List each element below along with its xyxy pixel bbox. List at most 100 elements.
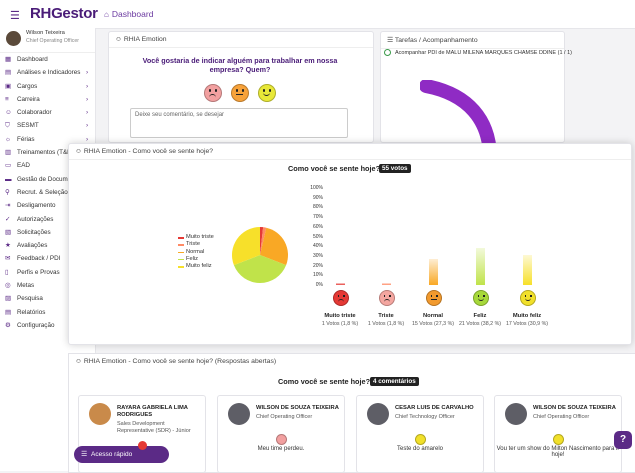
happy-face-icon [473, 290, 489, 306]
sidebar-item-label: Cargos [17, 82, 38, 90]
legend-triste[interactable]: Triste [178, 241, 214, 248]
sidebar-item-14[interactable]: ★ Avaliações [0, 239, 95, 252]
pie-slice-normal[interactable] [260, 227, 288, 266]
sidebar-item-label: Solicitações [17, 228, 51, 236]
sidebar-item-18[interactable]: ▨ Pesquisa [0, 292, 95, 305]
quick-access-button[interactable]: ☰ Acesso rápido [74, 446, 169, 463]
y-tick-label: 70% [312, 214, 323, 221]
task-item[interactable]: Acompanhar PDI de MALU MILENA MARQUES CH… [384, 49, 572, 56]
bar-feliz[interactable] [475, 247, 485, 285]
exit-icon: ⇥ [5, 202, 11, 210]
chevron-right-icon: › [86, 69, 89, 77]
legend-feliz[interactable]: Feliz [178, 256, 214, 263]
star-icon: ★ [5, 242, 11, 250]
happy-face-icon [415, 434, 426, 445]
emotion-results-card: ☺ RHIA Emotion - Como você se sente hoje… [68, 143, 632, 345]
bar-votes: 17 Votos (30,9 %) [505, 321, 549, 327]
legend-muito-feliz[interactable]: Muito feliz [178, 263, 214, 270]
report-icon: ▤ [5, 308, 12, 316]
sidebar-item-6[interactable]: ☼ Férias › [0, 133, 95, 146]
comment-card: WILSON DE SOUZA TEIXEIRA Chief Operating … [494, 395, 622, 473]
sidebar-item-label: Gestão de Documentos [17, 175, 84, 183]
breadcrumb-dashboard[interactable]: Dashboard [111, 9, 154, 19]
sidebar-item-label: Relatórios [17, 308, 46, 316]
y-tick-label: 80% [312, 204, 323, 211]
bar-label: Muito triste [324, 313, 356, 319]
pie-slice-feliz[interactable] [233, 255, 287, 283]
breadcrumb[interactable]: ⌂ Dashboard [104, 9, 153, 19]
happy-face-icon[interactable] [258, 84, 276, 102]
menu-icon[interactable]: ☰ [10, 10, 20, 22]
sidebar-item-16[interactable]: ▯ Perfis e Provas [0, 266, 95, 279]
chevron-right-icon: › [86, 135, 89, 143]
legend-muito-triste[interactable]: Muito triste [178, 234, 214, 241]
emotion-icon: ☺ [75, 358, 84, 365]
sidebar-item-label: Configuração [17, 321, 55, 329]
help-button[interactable]: ? [614, 431, 632, 449]
bar-triste[interactable] [381, 283, 391, 285]
pie-slice-muito-triste[interactable] [260, 227, 264, 255]
sidebar-item-1[interactable]: ▤ Análises e Indicadores › [0, 66, 95, 79]
commenter-role: Chief Operating Officer [533, 414, 590, 420]
profile-role: Chief Operating Officer [26, 38, 79, 44]
votes-badge: 55 votos [379, 164, 411, 173]
ladder-icon: ≡ [5, 95, 9, 103]
chevron-right-icon: › [86, 95, 89, 103]
task-status-icon [384, 49, 391, 56]
menu-icon: ☰ [81, 451, 88, 458]
tasks-card: ☰ Tarefas / Acompanhamento [380, 31, 565, 143]
sidebar-item-12[interactable]: ✓ Autorizações [0, 213, 95, 226]
sad-face-icon [379, 290, 395, 306]
sidebar-item-5[interactable]: ⛉ SESMT › [0, 119, 95, 132]
comment-text: Teste do amarelo [396, 446, 444, 452]
sidebar-item-17[interactable]: ◎ Metas [0, 279, 95, 292]
home-icon: ⌂ [104, 10, 109, 19]
sidebar-item-9[interactable]: ▬ Gestão de Documentos [0, 173, 95, 186]
sidebar-item-0[interactable]: ▦ Dashboard [0, 53, 95, 66]
comment-textarea[interactable]: Deixe seu comentário, se desejar [130, 108, 348, 138]
comment-card: CESAR LUIS DE CARVALHO Chief Technology O… [356, 395, 484, 473]
chart-icon: ▤ [5, 69, 12, 77]
tasks-title: ☰ Tarefas / Acompanhamento [381, 32, 564, 49]
comment-text: Meu time perdeu. [257, 446, 305, 452]
book-icon: ▥ [5, 149, 12, 157]
search-user-icon: ⚲ [5, 188, 10, 196]
user-icon: ☺ [5, 109, 12, 117]
legend-normal[interactable]: Normal [178, 249, 214, 256]
neutral-face-icon[interactable] [231, 84, 249, 102]
sidebar-item-11[interactable]: ⇥ Desligamento [0, 199, 95, 212]
y-tick-label: 100% [310, 185, 323, 191]
chart-legend: Muito triste Triste Normal Feliz Muito f… [178, 234, 214, 270]
bar-muito-triste[interactable] [335, 283, 345, 285]
chevron-right-icon: › [86, 109, 89, 117]
bar-muito-feliz[interactable] [522, 255, 532, 285]
sad-face-icon[interactable] [204, 84, 222, 102]
sidebar-item-label: Pesquisa [17, 295, 43, 303]
sun-icon: ☼ [5, 135, 11, 143]
sidebar-item-3[interactable]: ≡ Carreira › [0, 93, 95, 106]
sidebar-item-8[interactable]: ▭ EAD [0, 159, 95, 172]
sidebar-item-4[interactable]: ☺ Colaborador › [0, 106, 95, 119]
user-profile[interactable]: Wilson Teixeira Chief Operating Officer [0, 28, 95, 53]
pie-slice-muito-feliz[interactable] [232, 227, 260, 266]
sidebar-item-20[interactable]: ⚙ Configuração [0, 319, 95, 332]
sidebar-item-15[interactable]: ✉ Feedback / PDI [0, 252, 95, 265]
bar-label: Normal [423, 313, 443, 319]
pie-slice-triste[interactable] [260, 227, 267, 255]
sidebar-item-19[interactable]: ▤ Relatórios [0, 306, 95, 319]
sidebar-item-2[interactable]: ▣ Cargos › [0, 80, 95, 93]
check-icon: ✓ [5, 215, 11, 223]
list-icon: ☰ [387, 37, 395, 44]
y-tick-label: 30% [312, 252, 323, 259]
sidebar-item-10[interactable]: ⚲ Recrut. & Seleção [0, 186, 95, 199]
bar-normal[interactable] [428, 258, 438, 285]
comments-question: Como você se sente hoje? [278, 377, 371, 386]
chat-icon: ✉ [5, 255, 11, 263]
sidebar-item-13[interactable]: ▧ Solicitações [0, 226, 95, 239]
bar-label: Feliz [473, 313, 487, 319]
chevron-right-icon: › [86, 82, 89, 90]
app-logo[interactable]: RHGestor [30, 5, 98, 22]
y-tick-label: 0% [315, 282, 323, 288]
bar-votes: 1 Votos (1,8 %) [321, 321, 359, 327]
sidebar-item-label: EAD [17, 162, 30, 170]
